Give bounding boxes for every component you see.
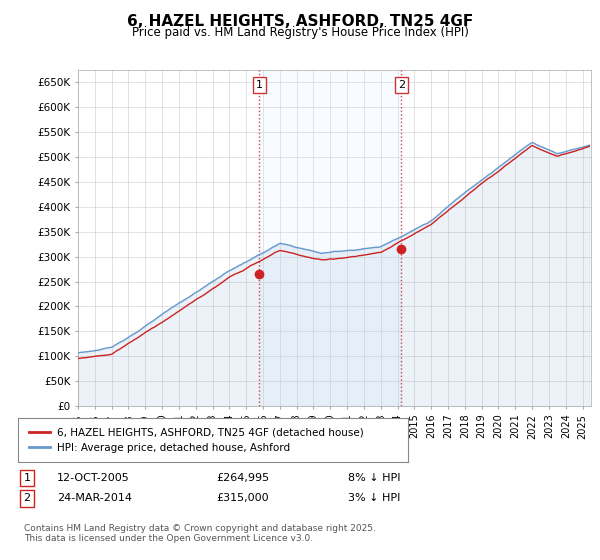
Text: 6, HAZEL HEIGHTS, ASHFORD, TN25 4GF: 6, HAZEL HEIGHTS, ASHFORD, TN25 4GF [127,14,473,29]
Text: 24-MAR-2014: 24-MAR-2014 [57,493,132,503]
Text: 2: 2 [398,80,405,90]
Legend: 6, HAZEL HEIGHTS, ASHFORD, TN25 4GF (detached house), HPI: Average price, detach: 6, HAZEL HEIGHTS, ASHFORD, TN25 4GF (det… [23,421,370,459]
Text: Price paid vs. HM Land Registry's House Price Index (HPI): Price paid vs. HM Land Registry's House … [131,26,469,39]
Bar [259,70,401,406]
Text: £264,995: £264,995 [216,473,269,483]
Text: Contains HM Land Registry data © Crown copyright and database right 2025.
This d: Contains HM Land Registry data © Crown c… [24,524,376,543]
Text: £315,000: £315,000 [216,493,269,503]
Text: 1: 1 [23,473,31,483]
Text: 2: 2 [23,493,31,503]
Text: 1: 1 [256,80,263,90]
Text: 12-OCT-2005: 12-OCT-2005 [57,473,130,483]
Text: 3% ↓ HPI: 3% ↓ HPI [348,493,400,503]
Text: 8% ↓ HPI: 8% ↓ HPI [348,473,401,483]
